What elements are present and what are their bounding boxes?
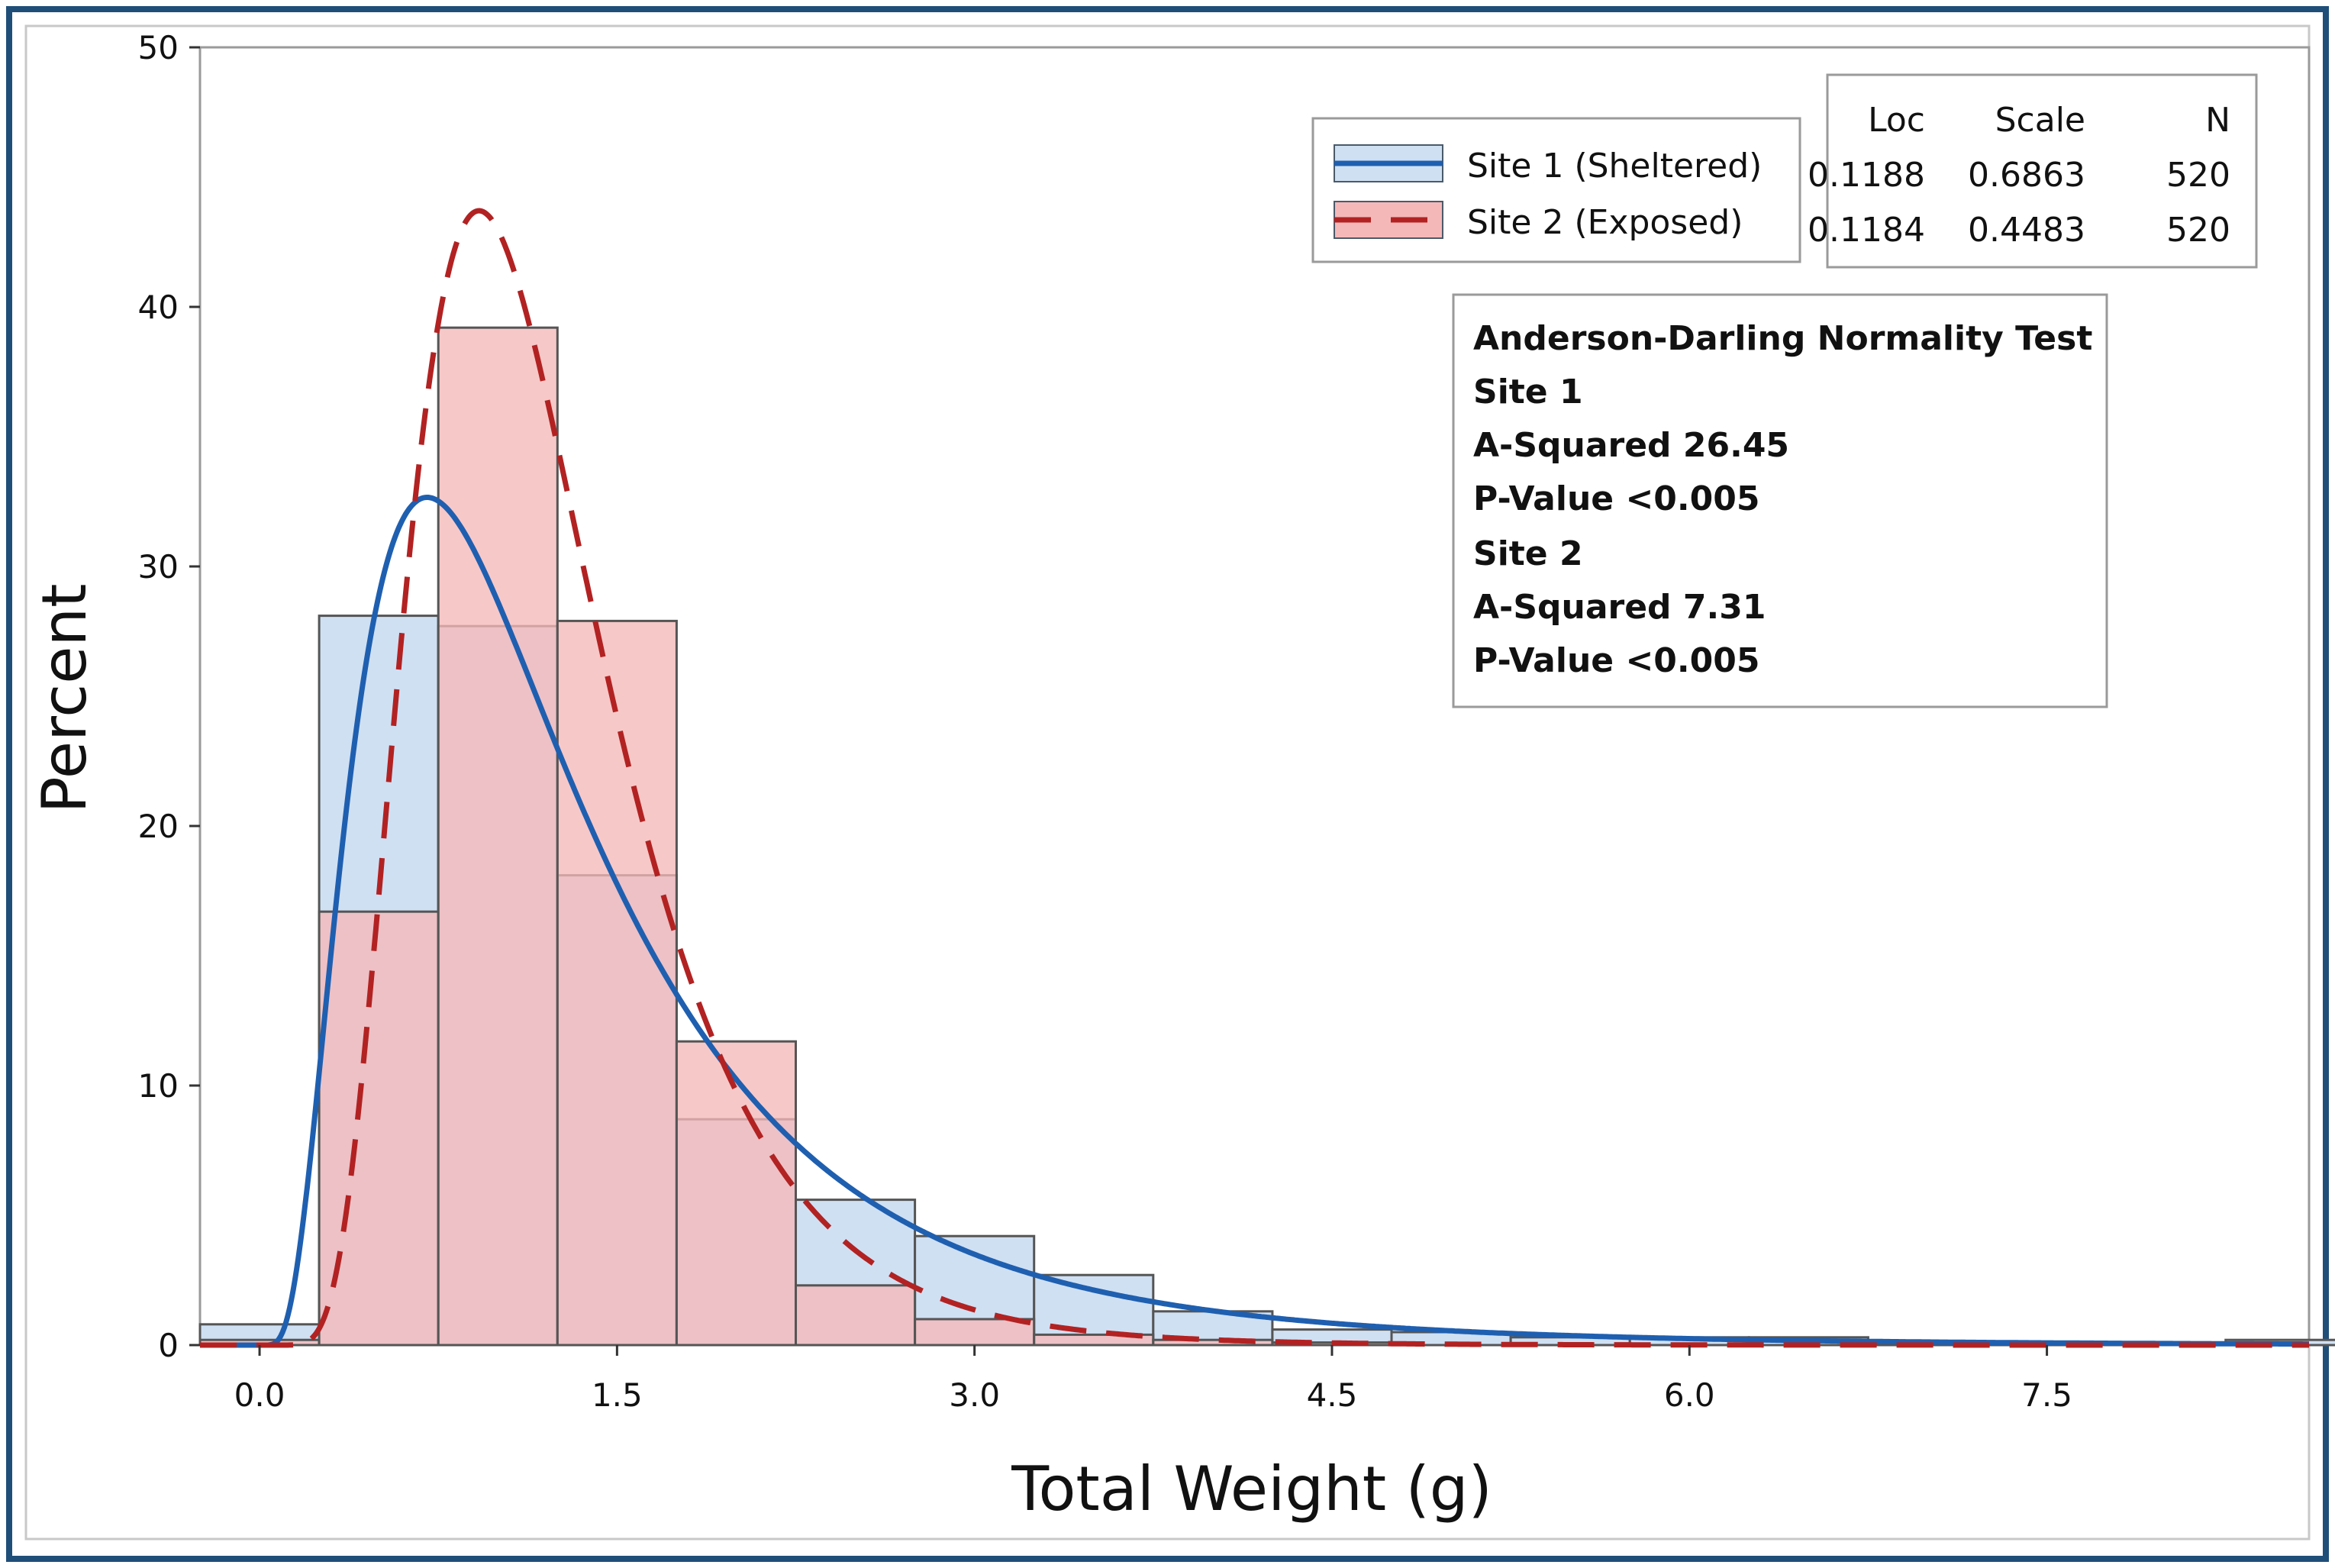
site2-bars xyxy=(198,326,1393,1347)
stats-row1-n: 520 xyxy=(2166,156,2230,195)
test-site2-pvalue: P-Value <0.005 xyxy=(1473,641,1759,680)
stats-table: Loc Scale N 0.1188 0.6863 520 0.1184 0.4… xyxy=(1808,73,2258,269)
stats-row2-n: 520 xyxy=(2166,211,2230,250)
test-site1-pvalue: P-Value <0.005 xyxy=(1473,479,1759,518)
stats-row2-scale: 0.4483 xyxy=(1968,211,2085,250)
test-site2-asquared: A-Squared 7.31 xyxy=(1473,588,1766,627)
site2-fit-curve xyxy=(200,208,2309,1348)
stats-row1-scale: 0.6863 xyxy=(1968,156,2085,195)
site2-bar xyxy=(437,326,559,1347)
x-tick-label: 3.0 xyxy=(949,1376,1000,1414)
x-axis-title: Total Weight (g) xyxy=(1011,1453,1492,1524)
stats-table-box xyxy=(1826,73,2258,269)
normality-test-box: Anderson-Darling Normality Test Site 1 A… xyxy=(1452,293,2108,708)
x-tick-label: 6.0 xyxy=(1664,1376,1715,1414)
site1-fit-curve xyxy=(200,495,2309,1348)
stats-header-scale: Scale xyxy=(1995,101,2085,140)
normality-test-frame xyxy=(1452,293,2108,708)
legend-site1-label: Site 1 (Sheltered) xyxy=(1467,147,1762,186)
y-tick-label: 10 xyxy=(138,1067,179,1105)
stats-header-loc: Loc xyxy=(1868,101,1925,140)
site2-bar xyxy=(914,1318,1036,1347)
legend: Site 1 (Sheltered) Site 2 (Exposed) xyxy=(1311,117,1801,263)
site2-bar xyxy=(556,619,678,1347)
site2-bar xyxy=(795,1284,917,1347)
y-tick-label: 20 xyxy=(138,808,179,845)
stats-header-n: N xyxy=(2205,101,2230,140)
x-tick-label: 4.5 xyxy=(1307,1376,1358,1414)
y-tick-label: 40 xyxy=(138,289,179,326)
test-site1-label: Site 1 xyxy=(1473,373,1583,411)
y-tick-label: 30 xyxy=(138,548,179,586)
x-tick-label: 7.5 xyxy=(2021,1376,2072,1414)
y-axis-title: Percent xyxy=(29,583,100,813)
x-axis: 0.0 1.5 3.0 4.5 6.0 7.5 xyxy=(234,1345,2072,1414)
stats-row1-loc: 0.1188 xyxy=(1808,156,1925,195)
x-tick-label: 0.0 xyxy=(234,1376,285,1414)
test-title: Anderson-Darling Normality Test xyxy=(1473,319,2092,358)
site2-bar xyxy=(675,1040,798,1347)
test-site1-asquared: A-Squared 26.45 xyxy=(1473,426,1789,465)
x-tick-label: 1.5 xyxy=(592,1376,643,1414)
legend-site2-label: Site 2 (Exposed) xyxy=(1467,203,1743,242)
y-tick-label: 50 xyxy=(138,29,179,66)
test-site2-label: Site 2 xyxy=(1473,534,1583,573)
stats-row2-loc: 0.1184 xyxy=(1808,211,1925,250)
y-tick-label: 0 xyxy=(158,1327,179,1364)
y-axis: 0 10 20 30 40 50 xyxy=(138,29,200,1364)
